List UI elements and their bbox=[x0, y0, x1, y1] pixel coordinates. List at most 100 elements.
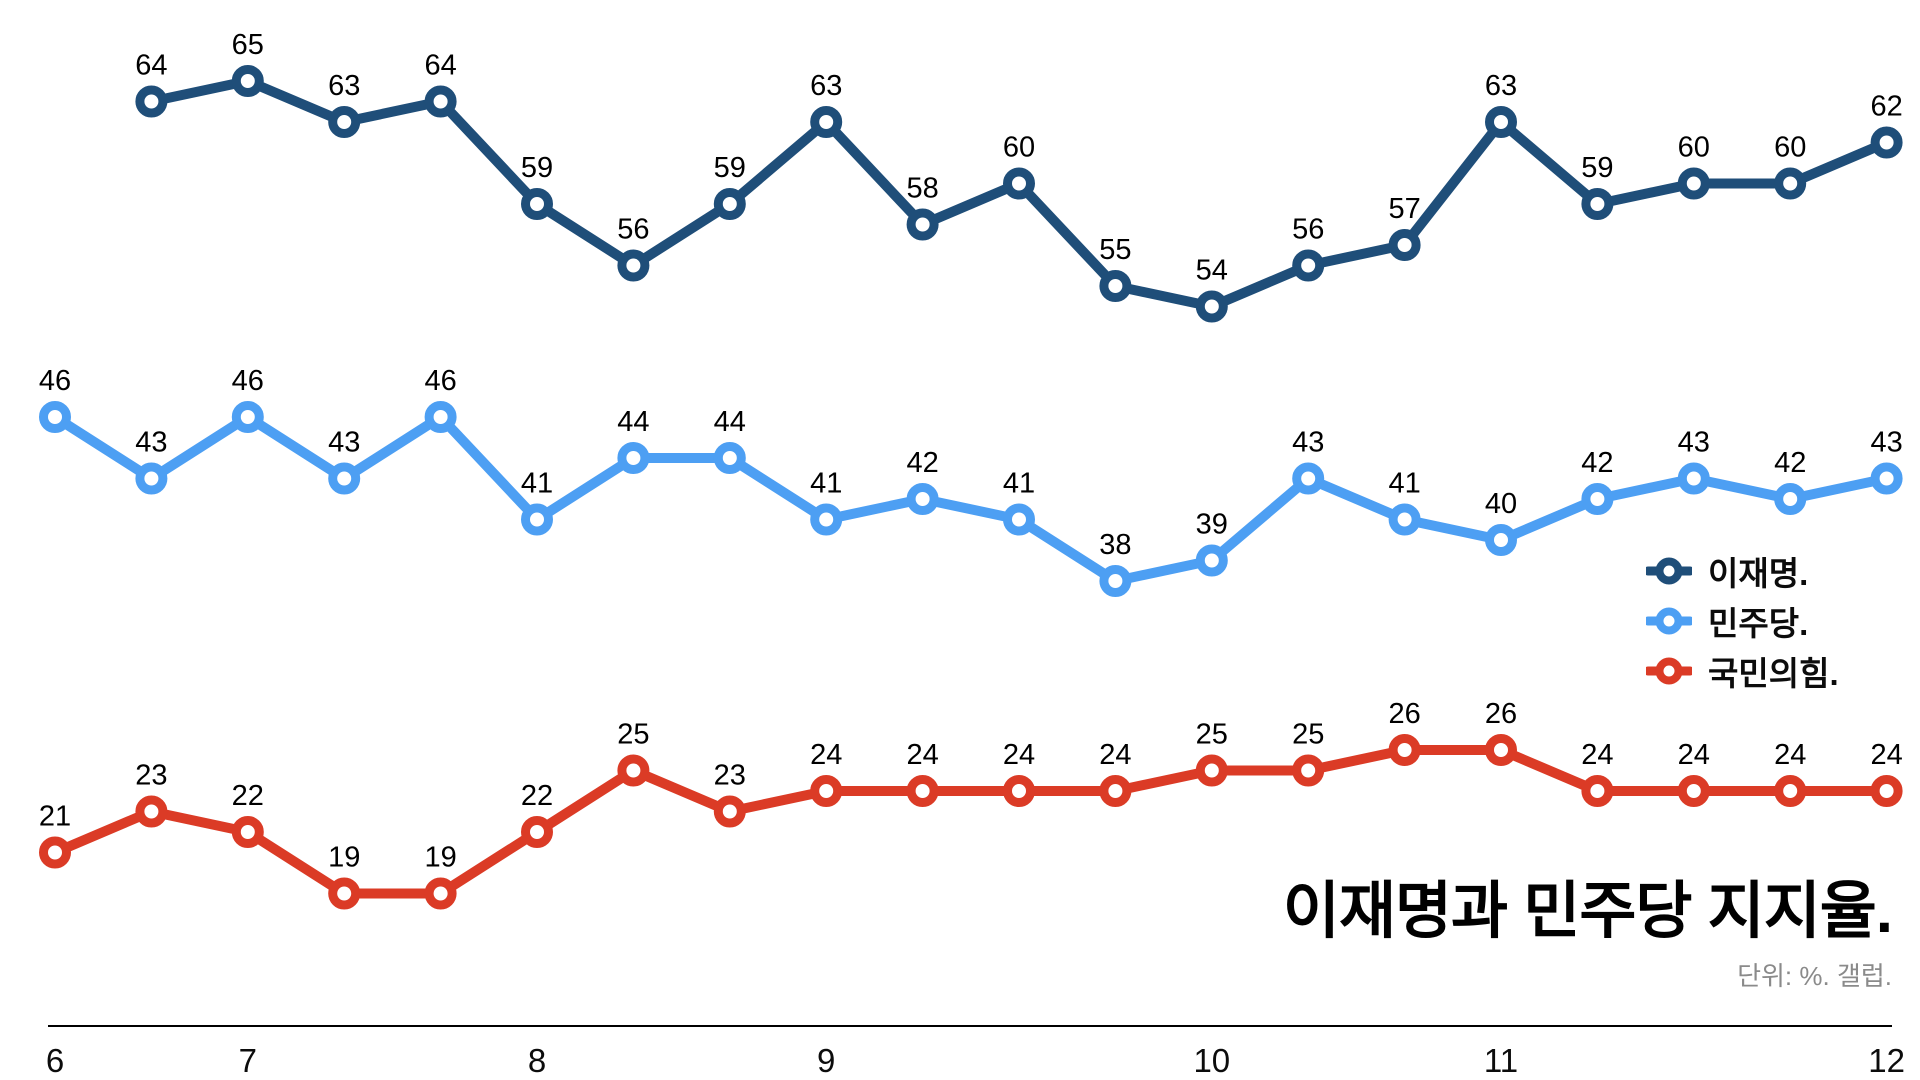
data-point-marker bbox=[1774, 483, 1807, 515]
data-point-label: 42 bbox=[1581, 447, 1613, 479]
data-point-marker bbox=[135, 795, 168, 828]
data-point-marker bbox=[135, 85, 168, 118]
data-point-marker bbox=[906, 775, 939, 807]
data-point-marker bbox=[1870, 126, 1903, 159]
data-point-label: 25 bbox=[1196, 719, 1228, 751]
data-point-label: 56 bbox=[1292, 214, 1324, 246]
data-point-label: 39 bbox=[1196, 509, 1228, 541]
data-point-marker bbox=[231, 65, 264, 97]
data-point-label: 43 bbox=[1292, 427, 1324, 459]
data-point-label: 24 bbox=[1099, 739, 1131, 771]
data-point-label: 23 bbox=[135, 760, 167, 792]
data-point-marker bbox=[810, 503, 843, 536]
x-tick-label: 11 bbox=[1484, 1042, 1518, 1079]
data-point-label: 38 bbox=[1099, 529, 1131, 561]
data-point-marker bbox=[521, 816, 553, 848]
data-point-marker bbox=[1292, 249, 1325, 282]
data-point-marker bbox=[1003, 775, 1035, 807]
data-point-marker bbox=[424, 85, 457, 118]
data-point-marker bbox=[1388, 503, 1421, 536]
data-point-label: 19 bbox=[424, 842, 456, 874]
data-point-marker bbox=[521, 503, 553, 536]
x-tick-label: 6 bbox=[46, 1042, 64, 1079]
series-line-1 bbox=[50, 412, 1892, 586]
legend-marker-icon bbox=[1646, 657, 1692, 684]
title-block: 이재명과 민주당 지지율. 단위: %. 갤럽. bbox=[1282, 877, 1893, 993]
data-point-label: 43 bbox=[328, 427, 360, 459]
data-point-marker bbox=[1195, 290, 1228, 323]
data-point-label: 22 bbox=[521, 780, 553, 812]
data-point-label: 60 bbox=[1774, 132, 1806, 164]
data-point-marker bbox=[1485, 106, 1517, 138]
data-point-label: 56 bbox=[617, 214, 649, 246]
data-point-marker bbox=[424, 401, 457, 433]
data-point-marker bbox=[1677, 775, 1710, 807]
data-point-marker bbox=[1677, 167, 1710, 200]
x-tick-label: 7 bbox=[239, 1042, 257, 1079]
data-point-marker bbox=[328, 462, 361, 495]
data-point-label: 41 bbox=[1003, 468, 1035, 500]
data-point-marker bbox=[1485, 524, 1517, 556]
data-point-label: 21 bbox=[39, 801, 71, 833]
data-point-marker bbox=[617, 442, 650, 474]
data-point-label: 65 bbox=[232, 29, 264, 61]
data-point-marker bbox=[810, 106, 843, 138]
legend-marker-icon bbox=[1646, 557, 1692, 584]
data-point-marker bbox=[231, 401, 264, 433]
data-point-label: 60 bbox=[1678, 132, 1710, 164]
unit-note: 단위: %. 갤럽. bbox=[1737, 961, 1892, 992]
data-point-label: 58 bbox=[906, 173, 938, 205]
legend-label: 민주당. bbox=[1708, 604, 1809, 642]
data-point-marker bbox=[810, 775, 843, 807]
data-point-label: 64 bbox=[424, 50, 456, 82]
data-point-marker bbox=[1292, 462, 1325, 495]
legend: 이재명. 민주당. 국민의힘. bbox=[1646, 552, 1839, 692]
data-point-label: 59 bbox=[714, 152, 746, 184]
data-point-label: 24 bbox=[1774, 739, 1806, 771]
legend-label: 국민의힘. bbox=[1708, 654, 1839, 692]
data-point-marker bbox=[1003, 503, 1035, 536]
x-tick-label: 10 bbox=[1193, 1042, 1230, 1079]
x-tick-label: 12 bbox=[1868, 1042, 1905, 1079]
data-point-marker bbox=[713, 795, 746, 828]
data-point-label: 43 bbox=[1870, 427, 1902, 459]
data-point-marker bbox=[424, 877, 457, 910]
data-point-label: 24 bbox=[1003, 739, 1035, 771]
data-point-marker bbox=[617, 249, 650, 282]
data-point-label: 22 bbox=[232, 780, 264, 812]
data-point-label: 57 bbox=[1388, 193, 1420, 225]
data-point-label: 59 bbox=[1581, 152, 1613, 184]
legend-item-2: 국민의힘. bbox=[1646, 652, 1839, 692]
data-point-label: 24 bbox=[1870, 739, 1902, 771]
data-point-label: 24 bbox=[810, 739, 842, 771]
data-point-label: 40 bbox=[1485, 488, 1517, 520]
data-point-marker bbox=[1195, 544, 1228, 577]
data-point-marker bbox=[1003, 167, 1035, 200]
data-point-label: 23 bbox=[714, 760, 746, 792]
data-point-marker bbox=[1485, 734, 1517, 766]
data-point-marker bbox=[1581, 775, 1614, 807]
data-point-marker bbox=[713, 188, 746, 220]
data-point-marker bbox=[1099, 270, 1132, 302]
chart-title: 이재명과 민주당 지지율. bbox=[1282, 877, 1893, 946]
data-point-marker bbox=[1099, 565, 1132, 597]
x-tick-label: 8 bbox=[528, 1042, 546, 1079]
series-line-2 bbox=[50, 745, 1892, 899]
data-point-marker bbox=[1388, 229, 1421, 261]
data-point-marker bbox=[135, 462, 168, 495]
data-point-label: 26 bbox=[1388, 698, 1420, 730]
data-point-label: 24 bbox=[906, 739, 938, 771]
data-point-marker bbox=[231, 816, 264, 848]
data-point-label: 55 bbox=[1099, 234, 1131, 266]
data-point-marker bbox=[906, 208, 939, 241]
legend-item-0: 이재명. bbox=[1646, 552, 1839, 592]
data-point-label: 41 bbox=[521, 468, 553, 500]
data-point-label: 46 bbox=[232, 365, 264, 397]
data-point-marker bbox=[1195, 754, 1228, 787]
data-point-label: 63 bbox=[810, 70, 842, 102]
data-point-marker bbox=[328, 106, 361, 138]
data-point-marker bbox=[1870, 462, 1903, 495]
data-point-label: 24 bbox=[1581, 739, 1613, 771]
data-point-marker bbox=[1292, 754, 1325, 787]
